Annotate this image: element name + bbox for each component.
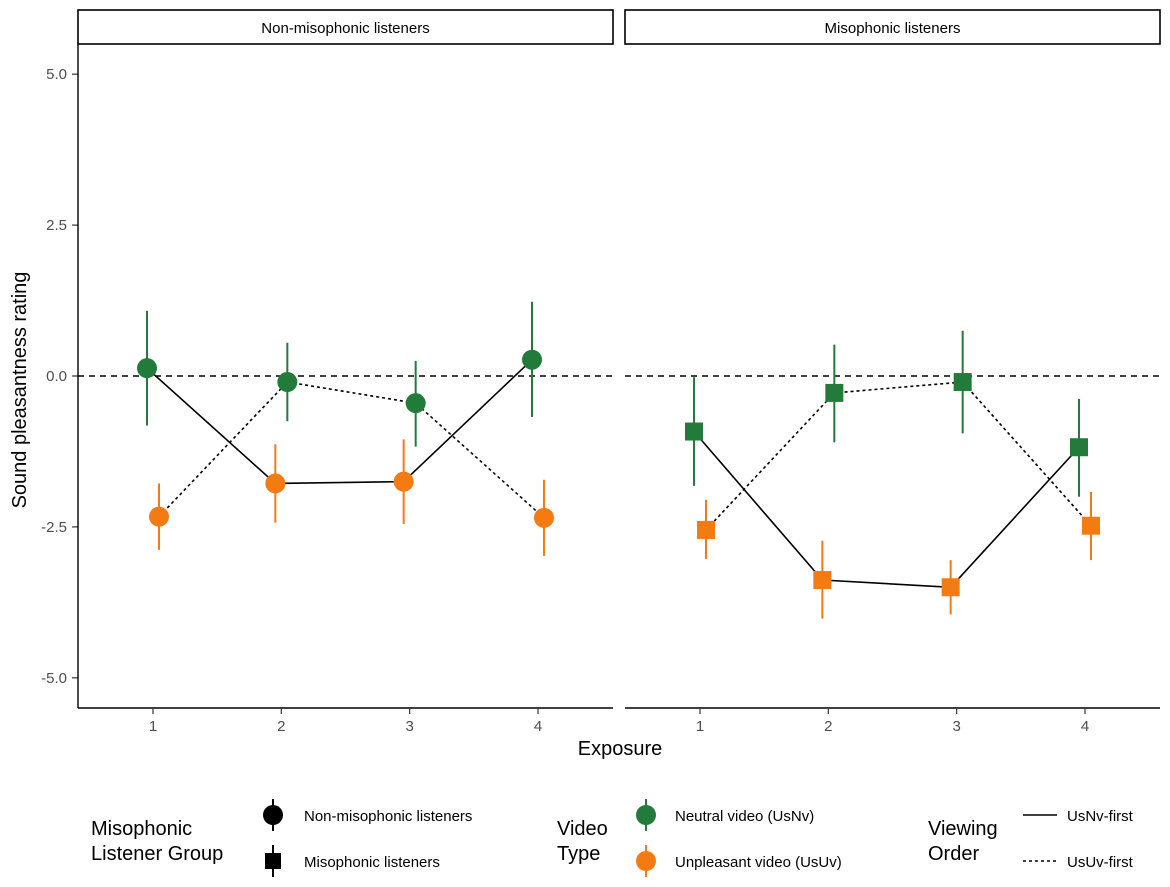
x-tick-label: 4	[534, 718, 542, 735]
data-point	[813, 571, 832, 590]
data-point	[149, 506, 169, 527]
series-line-usnv-first	[693, 431, 1080, 589]
panel-1: Non-misophonic listeners 1 2 3 4	[77, 9, 614, 735]
data-point	[1070, 438, 1088, 457]
data-point	[522, 349, 542, 370]
panels: 5.0 2.5 0.0 -2.5 -5.0 Non-misophonic listener…	[41, 9, 1161, 735]
legend-key-circle	[636, 805, 656, 825]
data-point	[697, 520, 715, 539]
data-point	[265, 473, 286, 494]
series-line-usuv-first	[158, 381, 545, 519]
legend-label: Unpleasant video (UsUv)	[675, 854, 842, 871]
data-point	[825, 383, 844, 402]
legend-key-circle	[636, 851, 656, 871]
y-axis-title: Sound pleasantness rating	[9, 272, 31, 509]
legend-key-square	[265, 853, 281, 869]
legend-label: UsNv-first	[1067, 808, 1134, 825]
data-point	[277, 372, 298, 393]
panel-strip	[77, 9, 614, 45]
series-line-usnv-first	[146, 359, 533, 485]
x-tick-label: 3	[405, 718, 413, 735]
y-tick-label: -5.0	[41, 670, 67, 687]
x-tick-label: 1	[696, 718, 704, 735]
data-point	[534, 507, 554, 528]
legend-title: Misophonic	[91, 818, 192, 840]
y-tick-label: -2.5	[41, 519, 67, 536]
x-axis-title: Exposure	[578, 738, 663, 760]
panel-title: Non-misophonic listeners	[261, 20, 429, 37]
data-point	[393, 471, 414, 492]
legend-group-2: Video Type Neutral video (UsNv) Unpleasant …	[557, 799, 842, 877]
data-point	[1082, 516, 1100, 535]
x-tick-label: 1	[149, 718, 157, 735]
legend: Misophonic Listener Group Non-misophonic l…	[91, 799, 1134, 877]
x-tick-label: 2	[824, 718, 832, 735]
data-point	[941, 578, 960, 597]
x-tick-label: 4	[1081, 718, 1089, 735]
legend-title: Viewing	[928, 818, 998, 840]
y-tick-label: 5.0	[46, 66, 67, 83]
data-point	[137, 358, 157, 379]
series-line-usuv-first	[705, 381, 1092, 531]
panel-title: Misophonic listeners	[825, 20, 961, 37]
legend-title: Type	[557, 843, 600, 865]
panel-2: Misophonic listeners 1 2 3 4	[624, 9, 1161, 735]
x-tick-label: 2	[277, 718, 285, 735]
data-point	[953, 373, 972, 392]
legend-label: Non-misophonic listeners	[304, 808, 472, 825]
data-point	[405, 393, 426, 414]
legend-label: Neutral video (UsNv)	[675, 808, 814, 825]
legend-group-1: Misophonic Listener Group Non-misophonic l…	[91, 799, 472, 877]
x-tick-label: 3	[952, 718, 960, 735]
legend-title: Listener Group	[91, 843, 223, 865]
legend-label: UsUv-first	[1067, 854, 1134, 871]
legend-title: Video	[557, 818, 608, 840]
legend-title: Order	[928, 843, 979, 865]
legend-group-3: Viewing Order UsNv-first UsUv-first	[928, 808, 1134, 871]
legend-label: Misophonic listeners	[304, 854, 440, 871]
y-tick-label: 2.5	[46, 217, 67, 234]
data-point	[685, 422, 703, 441]
y-tick-label: 0.0	[46, 368, 67, 385]
legend-key-circle	[263, 805, 283, 825]
panel-strip	[624, 9, 1161, 45]
